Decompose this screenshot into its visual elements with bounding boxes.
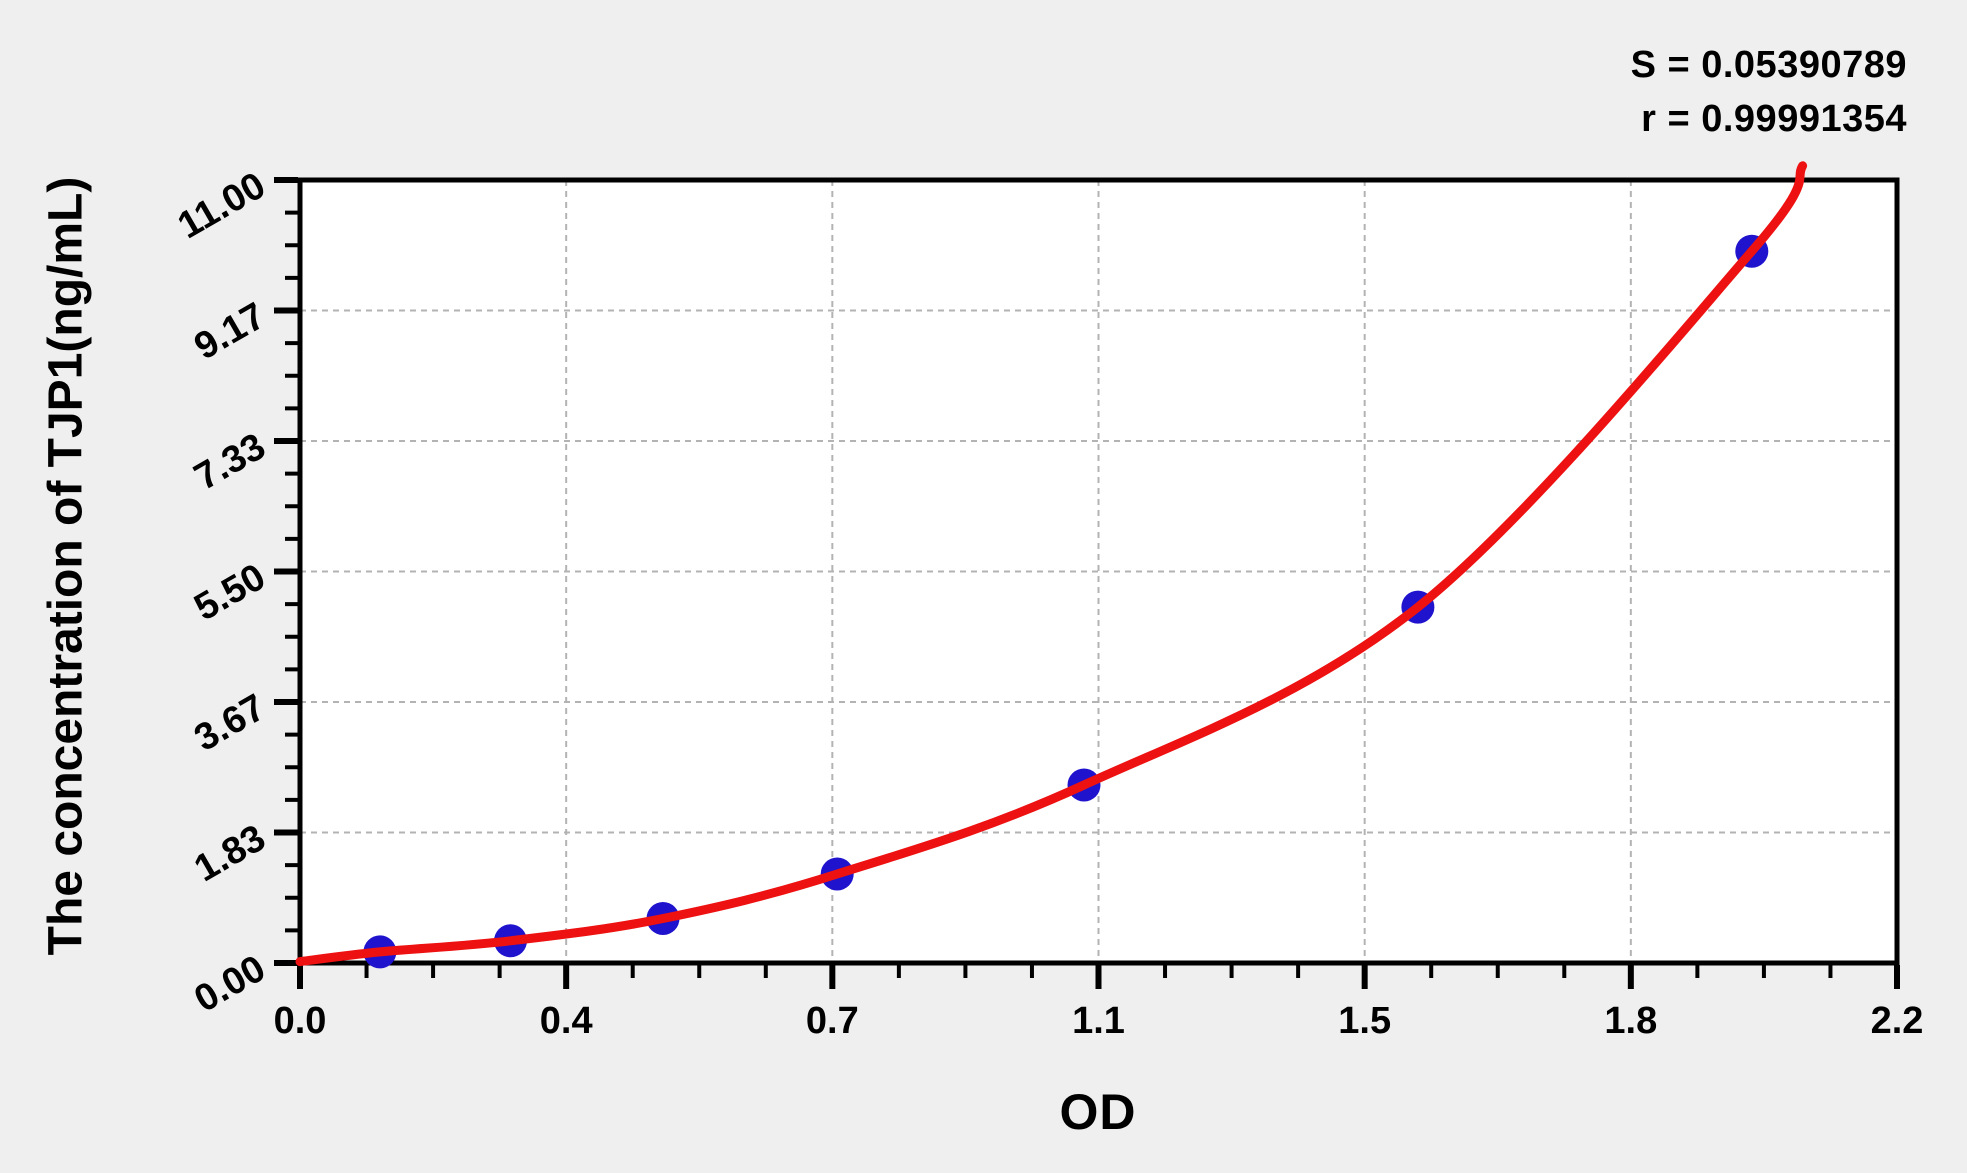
x-axis-title: OD [1059,1084,1137,1140]
x-tick-label: 1.1 [1072,1000,1125,1042]
x-tick-label: 0.7 [806,1000,859,1042]
x-tick-label: 2.2 [1871,1000,1924,1042]
y-tick-label: 9.17 [187,295,272,368]
x-tick-label: 1.5 [1338,1000,1391,1042]
y-tick-label: 11.00 [171,164,273,247]
x-tick-label: 0.0 [274,1000,327,1042]
y-tick-label: 3.67 [187,686,272,759]
stat-s-value: S = 0.05390789 [1630,44,1907,86]
y-axis-title: The concentration of TJP1(ng/mL) [39,176,93,956]
y-tick-label: 0.00 [187,947,272,1020]
y-tick-label: 7.33 [187,425,272,498]
fitted-curve [295,161,1808,967]
plot-frame [297,177,1900,966]
y-tick-label: 5.50 [187,556,272,629]
x-tick-label: 1.8 [1604,1000,1657,1042]
x-tick-label: 0.4 [540,1000,593,1042]
stat-r-value: r = 0.99991354 [1641,98,1907,140]
y-tick-label: 1.83 [187,817,272,890]
fit-statistics: S = 0.05390789 r = 0.99991354 [1631,38,1907,146]
